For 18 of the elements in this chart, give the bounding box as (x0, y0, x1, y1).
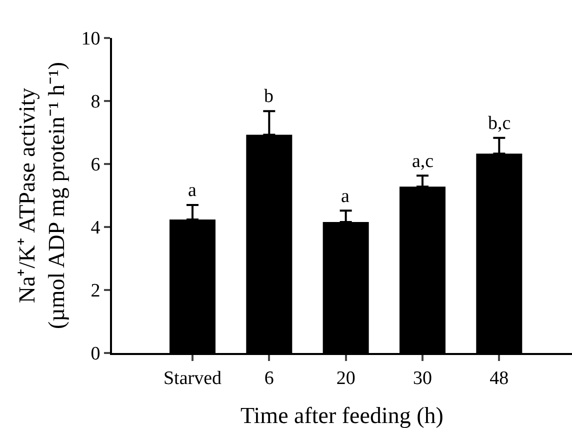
x-tick-label: 20 (336, 368, 356, 389)
annotation: a,c (412, 151, 434, 172)
y-tick-label: 6 (90, 154, 100, 176)
y-tick-label: 2 (90, 280, 100, 302)
annotation: a (188, 180, 197, 201)
y-tick-label: 4 (90, 218, 101, 239)
annotation: a (341, 186, 350, 207)
annotation: b,c (488, 113, 511, 134)
x-axis-title: Time after feeding (h) (240, 403, 444, 428)
y-axis-title: Na⁺/K⁺ ATPase activity (µmol ADP mg protein⁻¹ h⁻¹) (14, 62, 70, 330)
y-tick-label: 10 (81, 28, 100, 50)
annotation: b (264, 86, 274, 107)
x-tick-label: Starved (163, 368, 222, 389)
x-tick-label: 6 (264, 368, 274, 389)
x-tick-label: 30 (413, 368, 432, 389)
x-tick-label: 48 (490, 368, 509, 389)
y-tick-label: 0 (90, 344, 100, 365)
y-tick-label: 8 (90, 92, 100, 113)
